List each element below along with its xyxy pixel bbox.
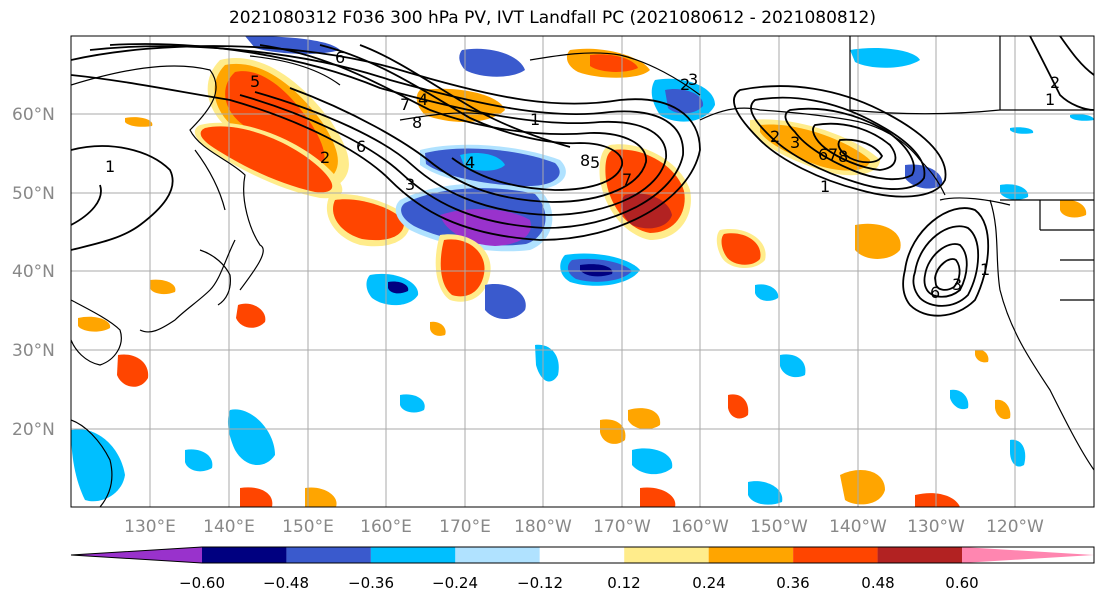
map-frame [70,35,1095,508]
contour-label: 3 [405,175,415,194]
colorbar-tick-label: 0.36 [776,574,809,592]
lat-label: 60°N [12,105,55,125]
colorbar-segment [286,547,371,563]
colorbar-segment [624,547,709,563]
colorbar-segment [71,547,202,563]
colorbar-segment [708,547,794,563]
colorbar-tick-label: 0.48 [861,574,894,592]
colorbar-tick-label: −0.36 [348,574,394,592]
contour-label: 7 [828,145,838,164]
contour-label: 1 [980,260,990,279]
colorbar-tick-label: 0.60 [945,574,978,592]
contour-label: 6 [356,137,366,156]
colorbar-tick-label: −0.12 [517,574,563,592]
latitude-labels: 60°N 50°N 40°N 30°N 20°N [12,105,55,440]
contour-label: 2 [1050,73,1060,92]
colorbar-segment [962,547,1094,563]
pv-shading [71,36,1094,507]
colorbar-tick-label: 0.24 [692,574,725,592]
colorbar-segment [370,547,456,563]
lat-label: 20°N [12,420,55,440]
colorbar-tick-label: 0.12 [607,574,640,592]
contour-label: 3 [952,275,962,294]
lon-label: 170°W [593,517,651,537]
map-title: 2021080312 F036 300 hPa PV, IVT Landfall… [228,8,876,28]
contour-label: 5 [250,72,260,91]
contour-label: 8 [580,151,590,170]
contour-labels: 1 2 3 4 5 6 7 8 5 6 7 8 1 2 3 4 1 2 3 6 … [105,48,1060,302]
contour-label: 2 [320,148,330,167]
contour-label: 1 [1045,90,1055,109]
colorbar-segment [202,547,287,563]
lat-label: 50°N [12,184,55,204]
lon-label: 140°W [829,517,887,537]
contour-label: 4 [418,90,428,109]
contour-label: 3 [790,133,800,152]
colorbar-tick-label: −0.60 [179,574,225,592]
colorbar-segment [877,547,962,563]
lon-label: 130°W [907,517,965,537]
contour-label: 4 [465,153,475,172]
colorbar-segment [793,547,878,563]
contour-label: 6 [930,283,940,302]
colorbar-tick-label: −0.24 [432,574,478,592]
contour-label: 1 [105,157,115,176]
contour-label: 3 [688,70,698,89]
lon-label: 160°E [360,517,412,537]
contour-label: 2 [770,127,780,146]
lon-label: 140°E [203,517,255,537]
colorbar-outline [70,546,1095,564]
contour-label: 7 [622,170,632,189]
lat-label: 40°N [12,262,55,282]
pv-contours [71,36,1094,317]
contour-label: 2 [680,75,690,94]
contour-label: 6 [818,145,828,164]
contour-label: 8 [838,147,848,166]
lon-label: 160°W [671,517,729,537]
lon-label: 150°E [282,517,334,537]
colorbar-segment [539,547,625,563]
colorbar-tick-label: −0.48 [263,574,309,592]
lon-label: 120°W [986,517,1044,537]
coastlines [71,36,1094,507]
colorbar [70,546,1095,564]
contour-label: 6 [335,48,345,67]
contour-label: 8 [412,113,422,132]
contour-label: 1 [530,110,540,129]
colorbar-ticks: −0.60 −0.48 −0.36 −0.24 −0.12 0.12 0.24 … [179,574,979,592]
longitude-labels: 130°E 140°E 150°E 160°E 170°E 180°W 170°… [124,517,1044,537]
lon-label: 130°E [124,517,176,537]
lon-label: 180°W [514,517,572,537]
lon-label: 150°W [750,517,808,537]
contour-label: 5 [590,153,600,172]
colorbar-segment [455,547,540,563]
lat-label: 30°N [12,341,55,361]
lon-label: 170°E [439,517,491,537]
contour-label: 1 [820,177,830,196]
contour-label: 7 [400,95,410,114]
